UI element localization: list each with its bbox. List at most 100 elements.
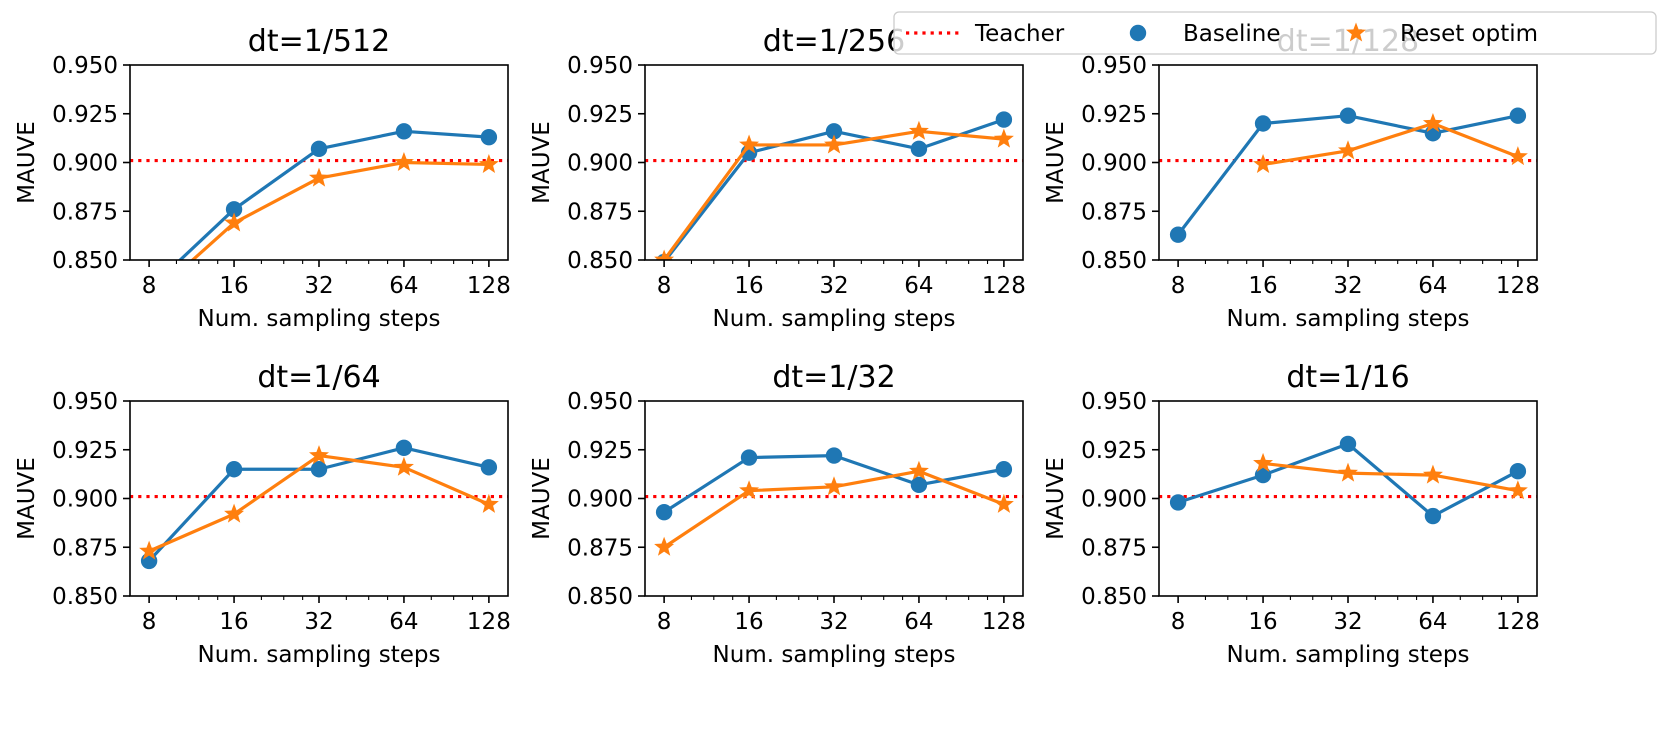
reset-optim-point — [654, 536, 675, 556]
panel-6: dt=1/16 0.850 0.875 0.900 0.925 0.950 8 16 32 64 1… — [1043, 360, 1540, 668]
x-tick-label: 128 — [1496, 273, 1540, 299]
y-tick-label: 0.925 — [1081, 438, 1147, 464]
y-tick-label: 0.850 — [567, 584, 633, 610]
reset-optim-point — [993, 493, 1014, 513]
reset-optim-point — [824, 476, 844, 496]
plot-area — [130, 439, 508, 570]
x-tick-label: 128 — [467, 609, 511, 635]
reset-optim-point — [309, 445, 329, 465]
x-tick-label: 64 — [1418, 273, 1447, 299]
x-tick-label: 16 — [219, 273, 248, 299]
reset-optim-point — [908, 460, 929, 480]
x-tick-label: 64 — [904, 609, 933, 635]
panel-title: dt=1/32 — [772, 360, 895, 395]
x-axis-label: Num. sampling steps — [198, 642, 441, 668]
baseline-point — [1254, 466, 1272, 484]
reset-optim-point — [478, 493, 499, 513]
x-tick-label: 64 — [1418, 609, 1447, 635]
baseline-point — [740, 449, 758, 466]
baseline-line — [1176, 114, 1519, 236]
reset-optim-point — [1507, 480, 1528, 500]
y-tick-label: 0.925 — [52, 102, 118, 128]
panel-5: dt=1/32 0.850 0.875 0.900 0.925 0.950 8 16 32 64 1… — [529, 360, 1026, 668]
baseline-point — [1509, 463, 1527, 480]
x-tick-label: 8 — [657, 273, 672, 299]
baseline-point — [310, 140, 328, 158]
x-tick-label: 64 — [389, 273, 418, 299]
reset-optim-point — [739, 134, 760, 154]
reset-optim-point — [478, 153, 499, 173]
y-tick-label: 0.875 — [1081, 199, 1147, 225]
reset-optim-point — [654, 249, 675, 260]
x-axis-label: Num. sampling steps — [713, 306, 956, 332]
baseline-point — [1339, 435, 1357, 453]
x-tick-label: 64 — [389, 609, 418, 635]
x-tick-label: 8 — [1171, 273, 1186, 299]
reset-optim-point — [393, 152, 414, 171]
legend: Teacher Baseline Reset optim — [893, 11, 1657, 55]
y-tick-label: 0.900 — [52, 151, 118, 177]
y-axis-label: MAUVE — [14, 121, 40, 204]
reset-optim-point — [824, 134, 844, 154]
panel-title: dt=1/16 — [1286, 360, 1409, 395]
plot-area — [1159, 435, 1537, 525]
x-tick-label: 128 — [1496, 609, 1540, 635]
x-axis-label: Num. sampling steps — [1227, 642, 1470, 668]
baseline-point — [480, 128, 498, 146]
plot-area — [130, 123, 508, 260]
x-tick-label: 32 — [304, 609, 333, 635]
panel-title: dt=1/64 — [257, 360, 380, 395]
y-tick-label: 0.850 — [52, 584, 118, 610]
baseline-point — [395, 123, 413, 140]
y-tick-label: 0.850 — [52, 248, 118, 274]
x-tick-label: 32 — [304, 273, 333, 299]
axes-frame — [129, 64, 509, 261]
baseline-point — [395, 439, 413, 456]
x-tick-label: 16 — [734, 609, 763, 635]
panel-1: dt=1/512 0.850 0.875 0.900 0.925 0.950 8 16 32 64… — [14, 24, 511, 332]
legend-baseline-swatch — [1129, 24, 1147, 42]
reset-optim-point — [1338, 140, 1358, 160]
x-tick-label: 16 — [1248, 273, 1277, 299]
y-tick-label: 0.875 — [52, 199, 118, 225]
x-tick-label: 32 — [819, 273, 848, 299]
baseline-point — [1424, 507, 1442, 525]
y-tick-label: 0.900 — [567, 487, 633, 513]
baseline-point — [480, 459, 498, 476]
reset-optim-point — [1422, 464, 1443, 484]
y-axis-label: MAUVE — [1043, 457, 1069, 540]
legend-label: Teacher — [974, 21, 1065, 47]
baseline-point — [825, 447, 843, 464]
y-tick-label: 0.850 — [1081, 584, 1147, 610]
legend-label: Baseline — [1183, 21, 1281, 47]
panel-title: dt=1/256 — [763, 24, 905, 59]
reset-optim-line — [1262, 461, 1519, 493]
y-axis-label: MAUVE — [14, 457, 40, 540]
legend-label: Reset optim — [1400, 21, 1538, 47]
plot-area — [645, 447, 1023, 556]
reset-optim-point — [908, 120, 929, 140]
reset-optim-point — [993, 128, 1014, 148]
panel-title: dt=1/512 — [248, 24, 390, 59]
axes-frame — [1158, 64, 1538, 261]
baseline-point — [825, 123, 843, 140]
panel-2: dt=1/256 0.850 0.875 0.900 0.925 0.950 8 16 32 64… — [529, 24, 1026, 332]
x-tick-label: 32 — [819, 609, 848, 635]
axes-frame — [129, 400, 509, 597]
y-tick-label: 0.875 — [567, 199, 633, 225]
baseline-point — [1509, 107, 1527, 124]
y-axis-label: MAUVE — [529, 457, 555, 540]
x-tick-label: 16 — [734, 273, 763, 299]
x-axis-label: Num. sampling steps — [1227, 306, 1470, 332]
x-tick-label: 8 — [1171, 609, 1186, 635]
y-axis-label: MAUVE — [529, 121, 555, 204]
axes-frame — [1158, 400, 1538, 597]
legend-reset-optim-swatch — [1346, 22, 1366, 42]
baseline-point — [995, 111, 1013, 128]
reset-optim-point — [224, 503, 245, 523]
x-tick-label: 32 — [1333, 273, 1362, 299]
reset-optim-point — [309, 167, 329, 187]
x-tick-label: 16 — [1248, 609, 1277, 635]
reset-optim-point — [1253, 153, 1274, 173]
